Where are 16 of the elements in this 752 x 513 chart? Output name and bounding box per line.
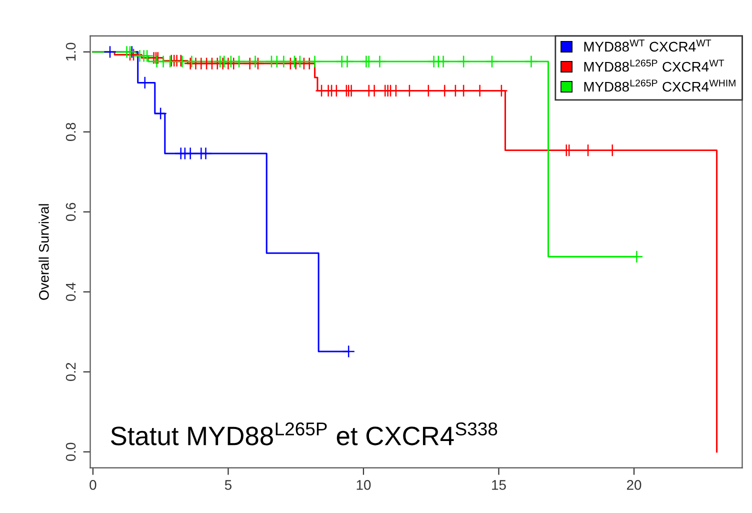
x-tick-label: 15 bbox=[492, 480, 506, 490]
x-tick-label: 0 bbox=[90, 480, 96, 490]
y-tick-label: 0.2 bbox=[66, 362, 76, 381]
x-tick-label: 20 bbox=[626, 480, 642, 490]
x-tick-label: 5 bbox=[224, 480, 232, 490]
y-axis-title: Overall Survival bbox=[38, 204, 49, 300]
y-tick-label: 1.0 bbox=[66, 42, 76, 60]
y-tick-label: 0.0 bbox=[66, 442, 76, 461]
annotation: Statut MYD88$^{L265P}$ et CXCR4$^{S338}$ bbox=[111, 422, 498, 446]
y-tick-label: 0.8 bbox=[66, 122, 76, 142]
legend-label: MYD88$^{L265P}$ CXCR4$^{WT}$ bbox=[584, 60, 724, 72]
x-tick-label: 10 bbox=[356, 480, 371, 490]
y-tick-label: 0.6 bbox=[66, 202, 76, 221]
legend-label: MYD88$^{WT}$ CXCR4$^{WT}$ bbox=[584, 40, 712, 52]
y-tick-label: 0.4 bbox=[66, 282, 76, 301]
legend-label: MYD88$^{L265P}$ CXCR4$^{WHIM}$ bbox=[584, 80, 736, 92]
